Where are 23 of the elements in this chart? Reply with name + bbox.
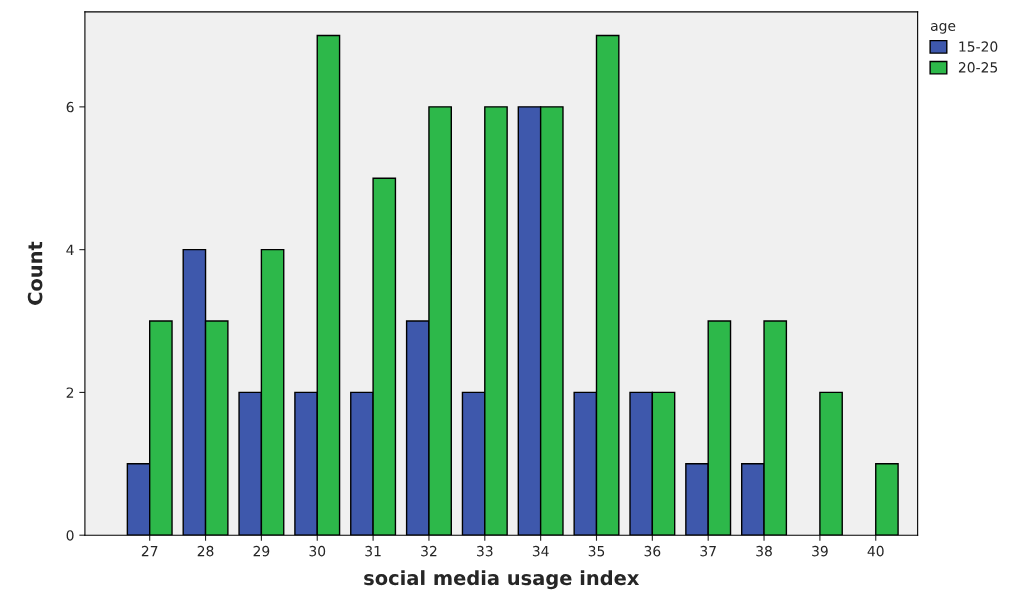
x-tick-label: 30 xyxy=(309,545,326,557)
y-tick-label: 6 xyxy=(66,101,74,113)
x-tick-label: 35 xyxy=(588,545,605,557)
x-tick-label: 28 xyxy=(197,545,214,557)
legend-title: age xyxy=(930,23,956,34)
x-tick-label: 27 xyxy=(141,545,158,557)
x-tick-label: 40 xyxy=(867,545,884,557)
x-tick-label: 36 xyxy=(644,545,661,557)
x-tick-label: 38 xyxy=(756,545,772,557)
y-tick-label: 4 xyxy=(66,244,74,255)
x-tick-label: 37 xyxy=(700,545,716,557)
x-tick-label: 29 xyxy=(253,545,270,557)
y-tick-label: 0 xyxy=(66,530,74,541)
legend-label: 15-20 xyxy=(959,41,998,52)
x-tick-label: 34 xyxy=(532,545,549,557)
y-tick-label: 2 xyxy=(66,387,74,398)
x-tick-label: 33 xyxy=(477,545,493,557)
x-axis-title: social media usage index xyxy=(364,570,640,590)
x-tick-label: 31 xyxy=(365,545,381,557)
x-tick-label: 39 xyxy=(812,545,828,557)
legend-label: 20-25 xyxy=(958,62,998,73)
x-tick-label: 32 xyxy=(421,545,437,557)
y-axis-title: Count xyxy=(27,241,43,305)
